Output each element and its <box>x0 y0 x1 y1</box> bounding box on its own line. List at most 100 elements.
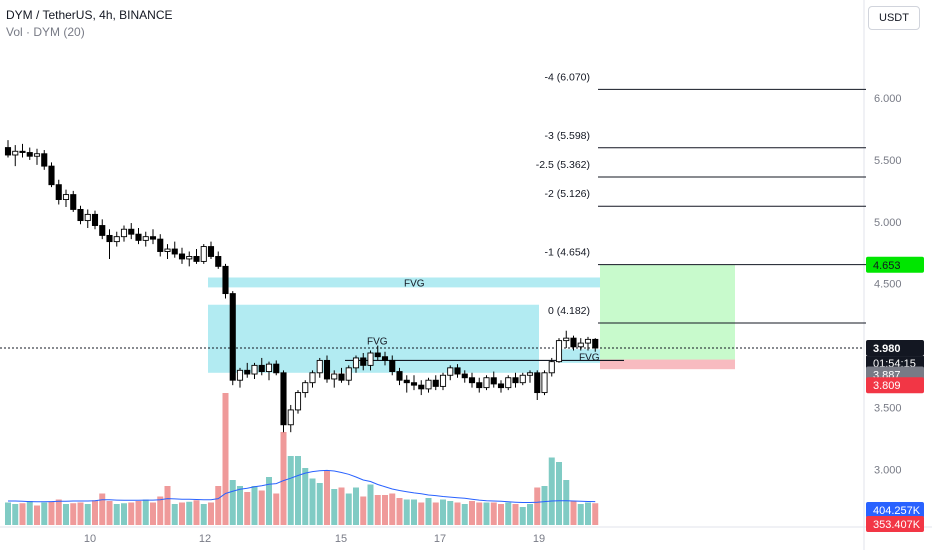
volume-bar <box>77 502 84 525</box>
volume-bar <box>186 501 193 525</box>
candle-body <box>55 184 62 200</box>
candle-body <box>33 153 41 157</box>
candle-body <box>91 213 99 226</box>
long-position-stop-zone[interactable] <box>600 359 735 370</box>
price-tick-label: 5.500 <box>874 155 902 167</box>
volume-bar <box>19 503 26 525</box>
volume-bar <box>577 504 584 525</box>
volume-bar <box>26 501 33 525</box>
volume-bar <box>171 504 178 525</box>
candle-body <box>4 147 12 156</box>
candle-body <box>316 359 323 374</box>
candle-body <box>534 372 541 394</box>
currency-button[interactable]: USDT <box>868 6 920 30</box>
candle-body <box>280 372 287 426</box>
volume-bar <box>200 504 207 525</box>
volume-bar <box>106 501 113 525</box>
volume-bar <box>483 502 490 525</box>
fvg-label: FVG <box>367 337 388 348</box>
candle-body <box>70 194 77 210</box>
volume-bar <box>519 507 526 525</box>
candle-body <box>84 213 91 222</box>
volume-bar <box>92 500 98 525</box>
candle-body <box>222 265 229 295</box>
volume-bar <box>55 499 62 525</box>
volume-bar <box>440 499 446 525</box>
last-price-tag-bg <box>866 340 924 357</box>
candle-body <box>265 363 273 372</box>
volume-bar <box>258 490 265 525</box>
volume-bar <box>476 502 483 525</box>
volume-bar <box>556 462 562 525</box>
fib-level-label: -3 (5.598) <box>544 130 590 142</box>
candle-body <box>468 377 476 384</box>
candle-body <box>135 233 142 241</box>
fvg-label: FVG <box>579 353 600 364</box>
volume-bar <box>63 504 69 525</box>
volume-bar <box>498 504 504 525</box>
volume-bar <box>215 486 222 525</box>
volume-bar <box>128 502 135 525</box>
volume-bar <box>490 502 497 525</box>
volume-bar <box>454 502 461 525</box>
volume-bar <box>121 503 127 525</box>
volume-bar <box>374 495 381 525</box>
candle-body <box>345 367 352 381</box>
fib-level-label: -2.5 (5.362) <box>536 159 590 171</box>
volume-bar <box>5 502 11 525</box>
fvg-zone-upper[interactable] <box>208 277 624 288</box>
target-price-tag: 4.653 <box>873 260 901 272</box>
candle-body <box>418 384 425 390</box>
volume-bar <box>382 495 388 525</box>
volume-bar <box>360 496 367 525</box>
candle-body <box>120 228 128 238</box>
candle-body <box>374 352 381 358</box>
volume-ma-value-tag-bg <box>866 516 924 532</box>
candle-body <box>12 150 19 156</box>
volume-bar <box>548 457 555 525</box>
volume-bar <box>345 493 352 525</box>
long-position-profit-zone[interactable] <box>600 264 735 360</box>
fib-level-label: 0 (4.182) <box>548 305 590 317</box>
candle-body <box>294 392 302 411</box>
volume-ma-value-tag: 353.407K <box>873 519 921 531</box>
candle-body <box>207 246 215 257</box>
volume-bar <box>512 504 519 525</box>
candle-body <box>541 372 548 394</box>
candle-body <box>215 256 222 267</box>
volume-bar <box>48 501 55 525</box>
candle-body <box>258 364 265 372</box>
candle-body <box>200 246 207 262</box>
candle-body <box>490 377 497 385</box>
candle-body <box>178 253 186 260</box>
fvg-label: FVG <box>404 278 425 289</box>
price-tick-label: 5.000 <box>874 217 902 229</box>
candle-body <box>62 194 70 200</box>
volume-bar <box>99 493 106 525</box>
candle-body <box>570 337 577 348</box>
candle-body <box>142 236 149 241</box>
stop-price-tag-bg <box>866 377 924 394</box>
candle-body <box>454 367 461 375</box>
volume-bar <box>389 493 396 525</box>
candle-body <box>164 248 171 252</box>
candle-body <box>439 374 447 387</box>
volume-bar <box>157 496 164 525</box>
volume-bar <box>534 487 541 525</box>
volume-bar <box>84 504 91 525</box>
candle-body <box>149 236 157 240</box>
volume-bar <box>273 493 280 525</box>
candle-body <box>592 338 599 349</box>
candle-body <box>309 372 316 384</box>
candle-body <box>577 342 584 348</box>
volume-bar <box>229 480 236 525</box>
last-price-tag: 3.980 <box>873 343 901 355</box>
price-tick-label: 4.500 <box>874 279 902 291</box>
volume-indicator-title: Vol · DYM (20) <box>6 25 85 39</box>
volume-bar <box>208 502 214 525</box>
candle-body <box>244 369 251 375</box>
countdown-bg <box>866 356 924 371</box>
candle-body <box>483 377 490 389</box>
volume-value-tag-bg <box>866 502 924 518</box>
